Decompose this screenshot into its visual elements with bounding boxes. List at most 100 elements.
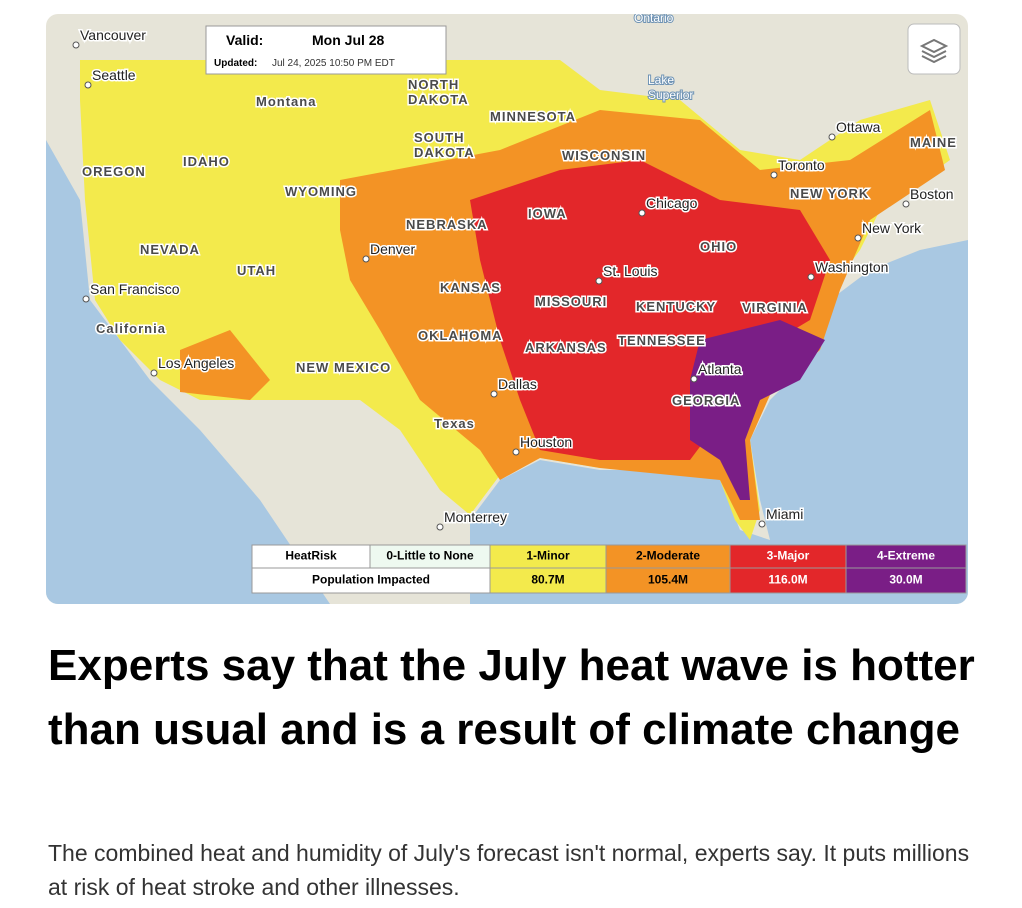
city-dot (84, 81, 92, 89)
state-label: NORTH (408, 77, 459, 92)
legend-level-name: 2-Moderate (636, 549, 700, 563)
state-label: NEVADA (140, 242, 200, 257)
city-label: Boston (910, 186, 954, 202)
state-label: GEORGIA (672, 393, 740, 408)
city-label: Ottawa (836, 119, 881, 135)
city-label: Dallas (498, 376, 537, 392)
state-label: VIRGINIA (742, 300, 808, 315)
city-label: Los Angeles (158, 355, 234, 371)
layers-button-bg[interactable] (907, 23, 961, 75)
city-dot (854, 234, 862, 242)
state-label: SOUTH (414, 130, 465, 145)
city-dot (807, 273, 815, 281)
city-label: Chicago (646, 195, 698, 211)
city-dot (828, 133, 836, 141)
city-label: St. Louis (603, 263, 657, 279)
state-label: WYOMING (285, 184, 357, 199)
state-label: MAINE (910, 135, 957, 150)
moderate-region-west (180, 330, 270, 400)
city-dot (436, 523, 444, 531)
legend-population: 116.0M (768, 573, 807, 587)
city-label: Atlanta (698, 361, 742, 377)
city-label: Houston (520, 434, 572, 450)
legend-population-cell (489, 567, 607, 594)
map-layers: OntarioVancouverSeattleMontanaNORTHDAKOT… (46, 11, 968, 604)
valid-date: Mon Jul 28 (312, 32, 385, 48)
legend-population: 105.4M (648, 573, 688, 587)
heat-map: OntarioVancouverSeattleMontanaNORTHDAKOT… (46, 11, 968, 604)
legend-header: HeatRisk (285, 549, 337, 563)
legend-level-name: 3-Major (767, 549, 810, 563)
map-labels: OntarioVancouverSeattleMontanaNORTHDAKOT… (72, 11, 957, 531)
state-label: IDAHO (183, 154, 230, 169)
state-label: DAKOTA (414, 145, 475, 160)
legend-population: 80.7M (531, 573, 564, 587)
state-label: NEW MEXICO (296, 360, 391, 375)
updated-date: Jul 24, 2025 10:50 PM EDT (272, 58, 395, 69)
city-label: Miami (766, 506, 803, 522)
atlantic-gulf (470, 240, 968, 604)
water-label: Lake (648, 73, 674, 87)
state-label: TENNESSEE (618, 333, 706, 348)
state-label: MISSOURI (535, 294, 607, 309)
city-dot (362, 255, 370, 263)
city-label: Monterrey (444, 509, 507, 525)
legend-level-name: 1-Minor (526, 549, 570, 563)
state-label: Montana (256, 94, 316, 109)
legend-level-name: 4-Extreme (877, 549, 935, 563)
valid-label: Valid: (226, 32, 263, 48)
water-label: Superior (648, 88, 693, 102)
water-label: Ontario (634, 11, 674, 25)
city-label: Toronto (778, 157, 825, 173)
state-label: KANSAS (440, 280, 501, 295)
state-label: UTAH (237, 263, 276, 278)
headline: Experts say that the July heat wave is h… (48, 641, 975, 754)
state-label: WISCONSIN (562, 148, 646, 163)
legend-population-cell (729, 567, 847, 594)
city-dot (902, 200, 910, 208)
city-dot (150, 369, 158, 377)
state-label: OKLAHOMA (418, 328, 503, 343)
legend-level-name: 0-Little to None (386, 549, 474, 563)
state-label: Texas (434, 416, 475, 431)
city-label: New York (862, 220, 922, 236)
legend-population-cell (845, 567, 967, 594)
pacific (46, 140, 330, 604)
legend-population: 30.0M (889, 573, 922, 587)
state-label: OHIO (700, 239, 737, 254)
state-label: ARKANSAS (525, 340, 607, 355)
state-label: NEBRASKA (406, 217, 488, 232)
valid-box (205, 25, 447, 75)
state-label: NEW YORK (790, 186, 869, 201)
extreme-region (690, 320, 825, 500)
state-label: MINNESOTA (490, 109, 576, 124)
city-label: Vancouver (80, 27, 146, 43)
city-dot (512, 448, 520, 456)
legend-row-label: Population Impacted (312, 573, 430, 587)
city-dot (72, 41, 80, 49)
city-dot (595, 277, 603, 285)
city-dot (490, 390, 498, 398)
state-label: DAKOTA (408, 92, 469, 107)
state-label: California (96, 321, 166, 336)
city-label: Denver (370, 241, 415, 257)
summary: The combined heat and humidity of July's… (48, 840, 970, 900)
city-label: Washington (815, 259, 888, 275)
layers-button[interactable] (907, 23, 961, 75)
city-label: San Francisco (90, 281, 180, 297)
state-label: IOWA (528, 206, 567, 221)
legend-population-cell (605, 567, 731, 594)
updated-label: Updated: (214, 58, 257, 69)
city-label: Seattle (92, 67, 136, 83)
city-dot (82, 295, 90, 303)
city-dot (690, 375, 698, 383)
city-dot (770, 171, 778, 179)
legend-table: HeatRisk Population Impacted 0-Little to N… (251, 544, 967, 594)
city-dot (638, 209, 646, 217)
state-label: KENTUCKY (636, 299, 716, 314)
layers-icon[interactable] (919, 38, 949, 64)
state-label: OREGON (82, 164, 146, 179)
city-dot (758, 520, 766, 528)
